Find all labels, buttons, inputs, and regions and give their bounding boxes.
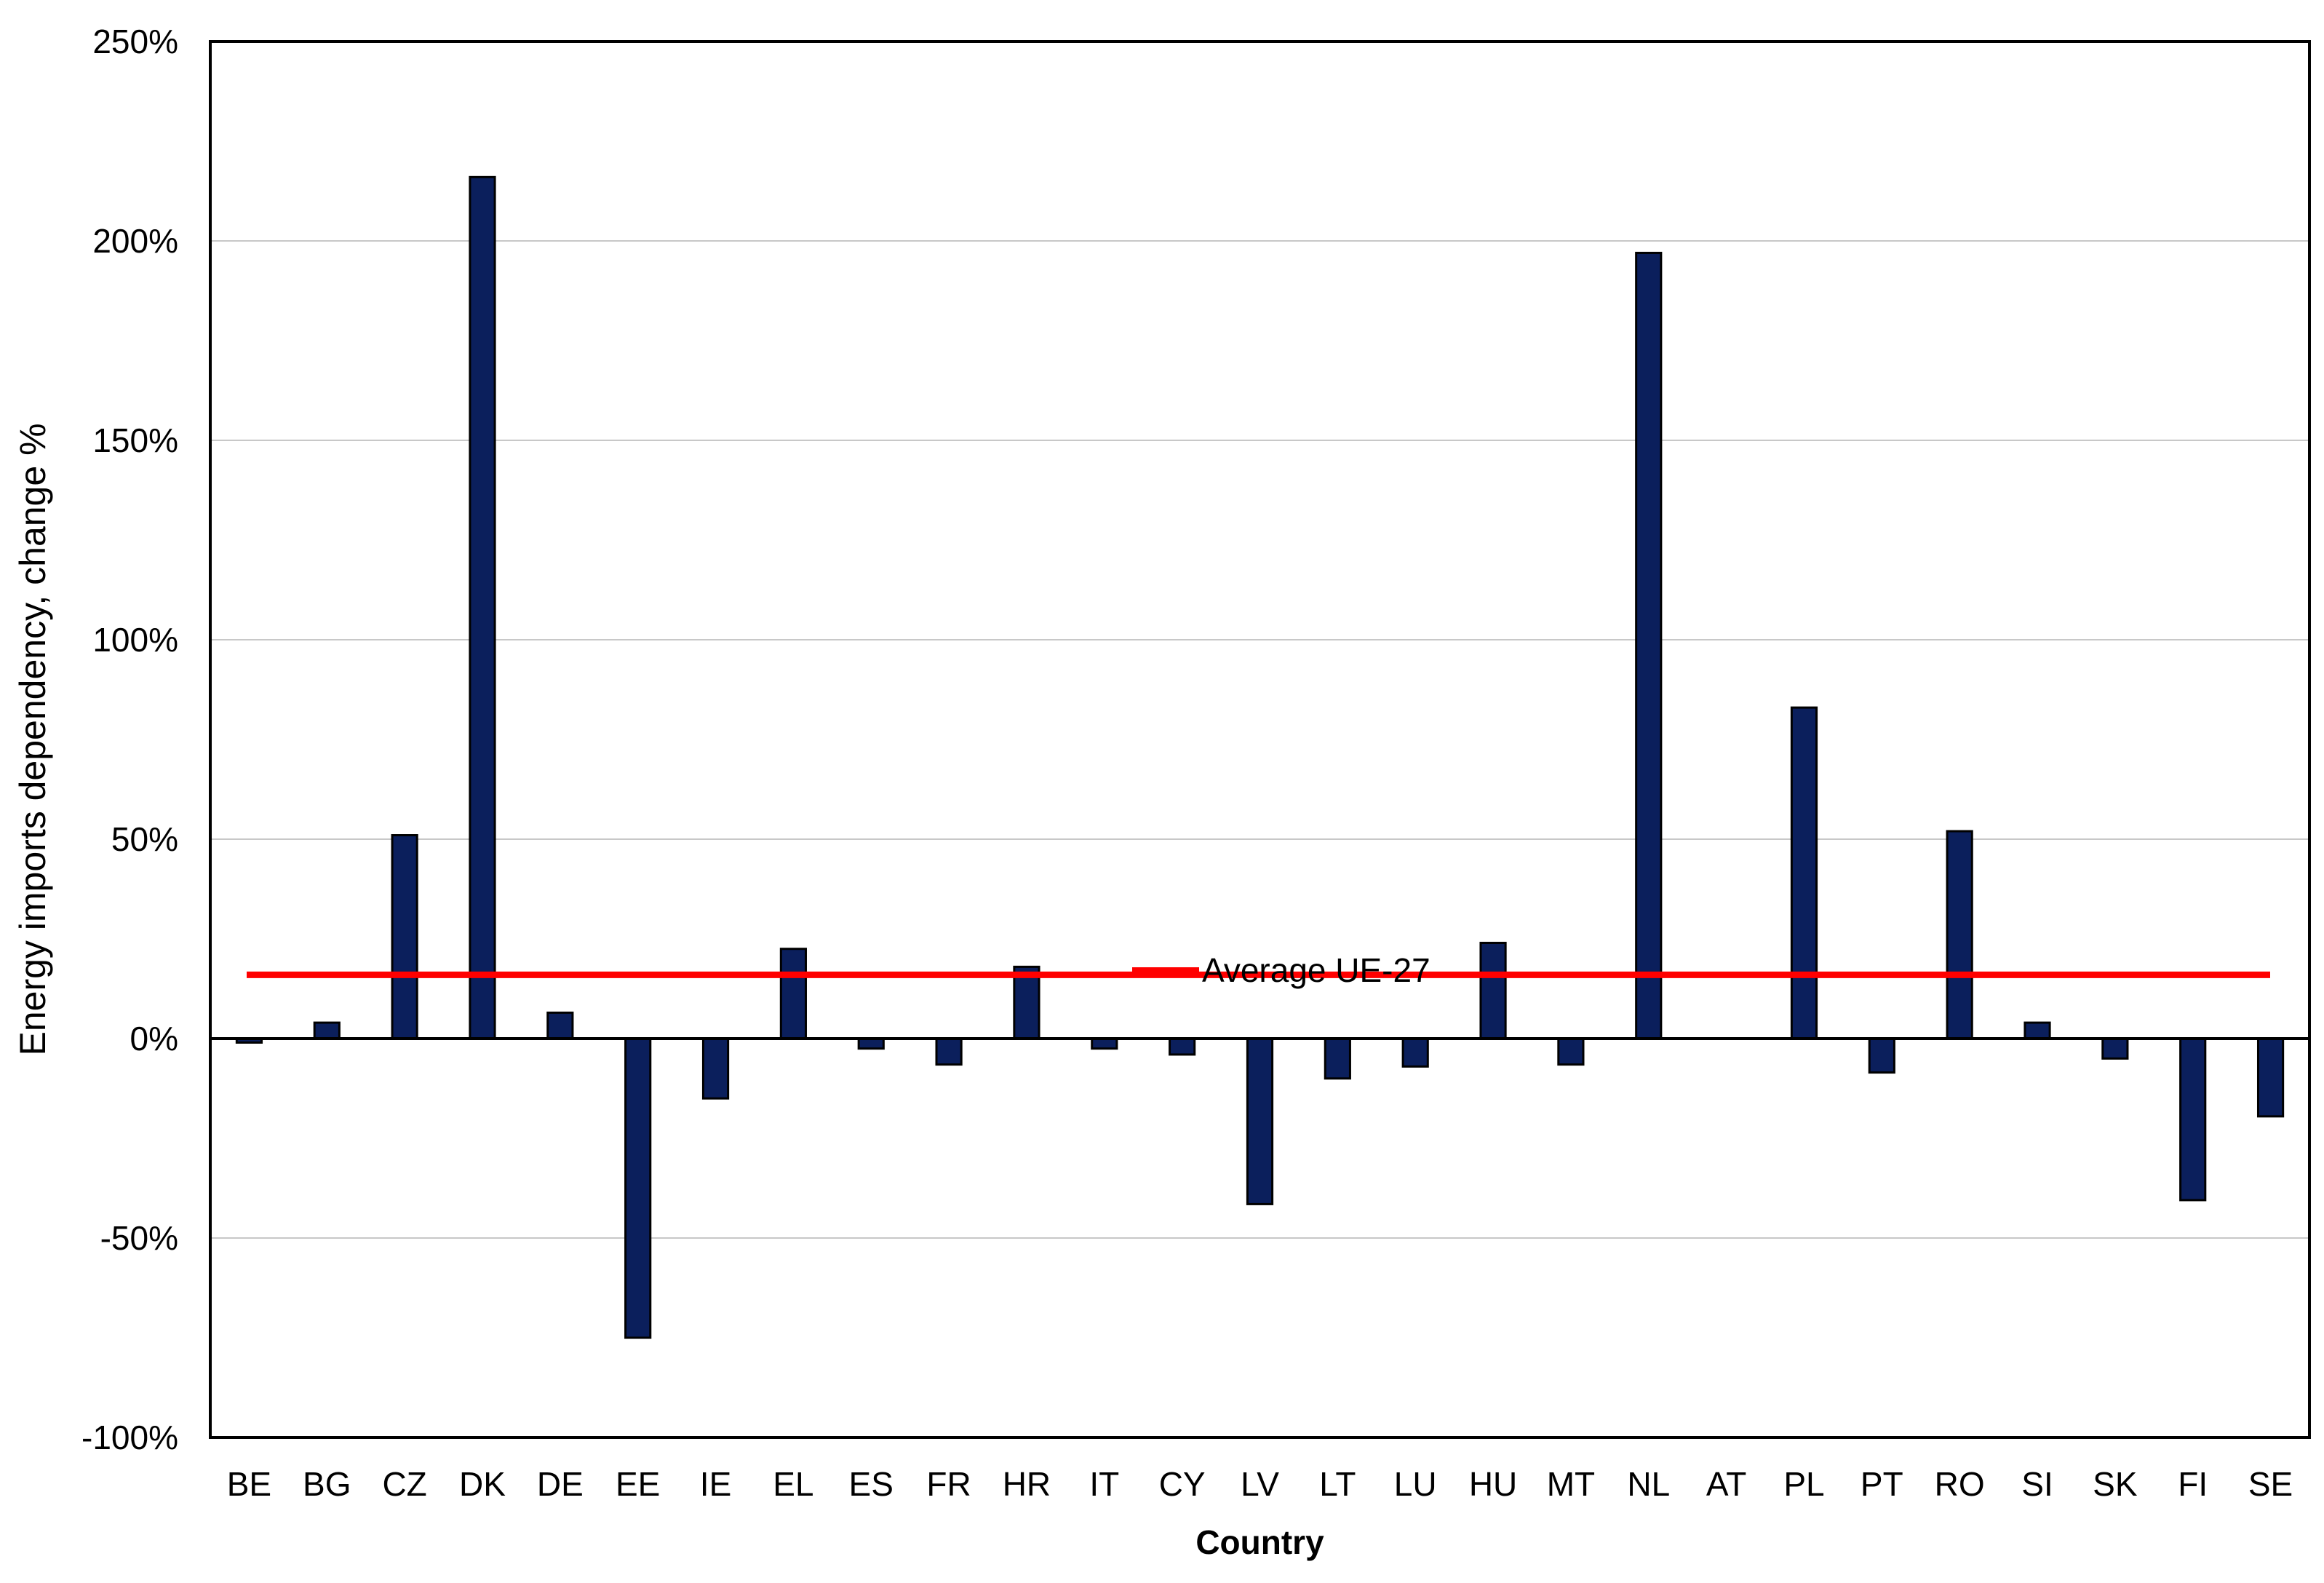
bar (546, 1011, 574, 1040)
x-tick-label: EL (773, 1465, 813, 1503)
bar (1401, 1037, 1429, 1068)
x-tick-label: BG (303, 1465, 351, 1503)
x-tick-label: PT (1861, 1465, 1903, 1503)
bar (624, 1037, 652, 1339)
bar (2101, 1037, 2129, 1060)
y-tick-label: -100% (81, 1419, 178, 1456)
plot-frame (209, 40, 2311, 1439)
x-tick-label: SE (2248, 1465, 2293, 1503)
legend: Average UE-27 (1132, 951, 1430, 989)
y-tick-label: 200% (92, 222, 178, 260)
y-tick-label: 0% (130, 1020, 178, 1058)
x-tick-label: FR (926, 1465, 971, 1503)
y-axis-title: Energy imports dependency, change % (12, 423, 53, 1055)
y-tick-label: 150% (92, 421, 178, 459)
bar (2179, 1037, 2207, 1202)
x-tick-label: DE (537, 1465, 584, 1503)
bar (313, 1021, 341, 1040)
bar (1246, 1037, 1274, 1205)
axes (209, 40, 2311, 1439)
x-tick-label: HU (1469, 1465, 1517, 1503)
bar (1479, 941, 1507, 1040)
x-tick-label: MT (1547, 1465, 1595, 1503)
bars (235, 175, 2285, 1339)
bar (391, 834, 418, 1040)
bar (1324, 1037, 1351, 1080)
bar (1091, 1037, 1118, 1050)
bar (1790, 706, 1818, 1040)
bar (469, 175, 496, 1040)
x-tick-label: HR (1003, 1465, 1051, 1503)
bar (1946, 830, 1973, 1040)
bar (1169, 1037, 1196, 1056)
bar (701, 1037, 730, 1100)
bar (2023, 1021, 2051, 1040)
x-axis-title: Country (1195, 1523, 1324, 1561)
x-tick-label: CY (1159, 1465, 1206, 1503)
x-tick-label: LU (1394, 1465, 1437, 1503)
y-tick-label: 100% (92, 621, 178, 659)
x-tick-label: FI (2178, 1465, 2208, 1503)
bar (1868, 1037, 1895, 1074)
x-tick-label: BE (227, 1465, 271, 1503)
x-tick-label: IT (1089, 1465, 1119, 1503)
x-tick-label: RO (1935, 1465, 1985, 1503)
bar (935, 1037, 963, 1066)
x-tick-label: SK (2093, 1465, 2138, 1503)
y-tick-label: 250% (92, 23, 178, 60)
x-tick-label: NL (1627, 1465, 1670, 1503)
bar (779, 948, 807, 1040)
x-tick-label: CZ (382, 1465, 426, 1503)
bar (857, 1037, 885, 1050)
x-tick-label: SI (2021, 1465, 2053, 1503)
x-tick-label: ES (849, 1465, 894, 1503)
y-tick-label: 50% (111, 820, 178, 858)
legend-label: Average UE-27 (1202, 951, 1430, 989)
x-tick-label: PL (1783, 1465, 1824, 1503)
bar (1013, 965, 1040, 1040)
y-tick-label: -50% (100, 1219, 178, 1257)
bar (1635, 251, 1663, 1040)
x-tick-label: IE (700, 1465, 731, 1503)
x-tick-label: EE (616, 1465, 660, 1503)
x-tick-label: LV (1241, 1465, 1279, 1503)
x-tick-label: AT (1706, 1465, 1746, 1503)
bar (2256, 1037, 2285, 1118)
labels: -100% -50% 0% 50% 100% 150% 200% 250% BE BG CZ DK DE… (81, 23, 2293, 1503)
bar (1557, 1037, 1585, 1066)
x-tick-label: DK (459, 1465, 506, 1503)
x-tick-label: LT (1319, 1465, 1356, 1503)
